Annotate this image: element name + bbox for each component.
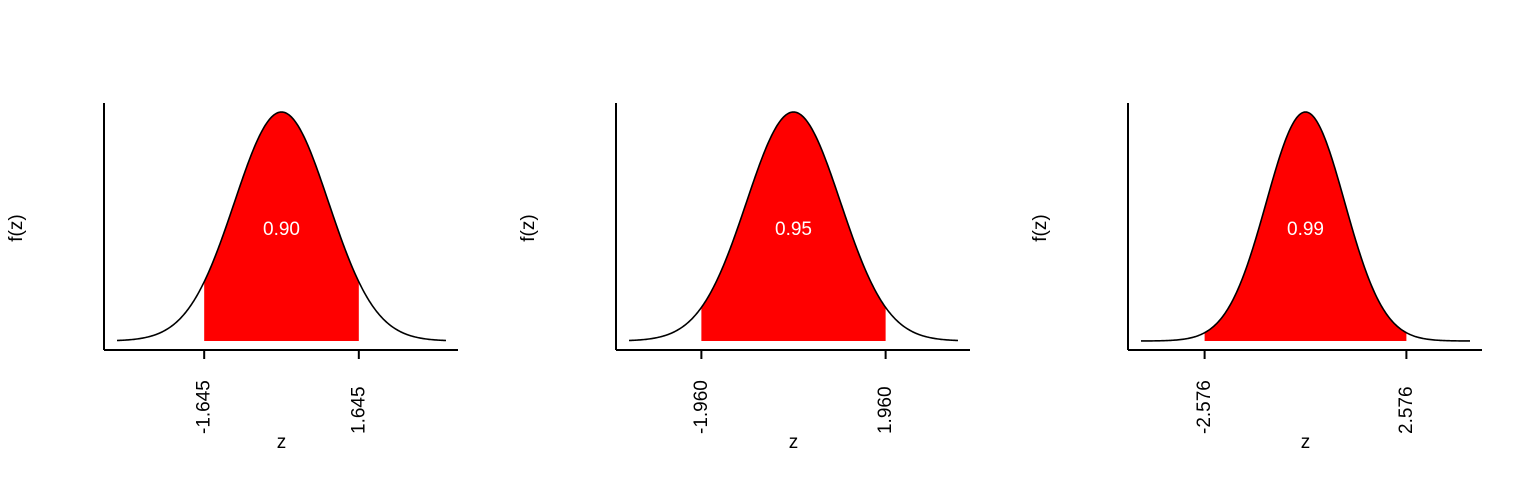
density-curve xyxy=(628,111,959,342)
area-label: 0.95 xyxy=(775,219,812,240)
x-tick-label: 1.960 xyxy=(875,386,896,434)
y-axis-label: f(z) xyxy=(518,214,539,241)
y-axis-label: f(z) xyxy=(6,214,27,241)
panel-1: -1.645 1.645 0.90 z f(z) xyxy=(6,103,458,453)
shaded-area xyxy=(1204,112,1407,341)
x-axis-label: z xyxy=(789,432,799,453)
density-curve xyxy=(1140,111,1471,342)
y-axis-label: f(z) xyxy=(1030,214,1051,241)
x-tick-label: 2.576 xyxy=(1396,386,1417,434)
shaded-area xyxy=(204,112,359,341)
panel-2: -1.960 1.960 0.95 z f(z) xyxy=(518,103,970,453)
x-tick-label: -1.960 xyxy=(691,380,712,434)
density-curve xyxy=(116,111,447,342)
x-tick-label: -2.576 xyxy=(1194,380,1215,434)
area-label: 0.99 xyxy=(1287,219,1324,240)
x-tick-label: -1.645 xyxy=(194,380,215,434)
area-label: 0.90 xyxy=(263,219,300,240)
panel-3: -2.576 2.576 0.99 z f(z) xyxy=(1030,103,1482,453)
shaded-area xyxy=(701,112,886,341)
x-tick-label: 1.645 xyxy=(348,386,369,434)
x-axis-label: z xyxy=(1301,432,1311,453)
x-axis-label: z xyxy=(277,432,287,453)
